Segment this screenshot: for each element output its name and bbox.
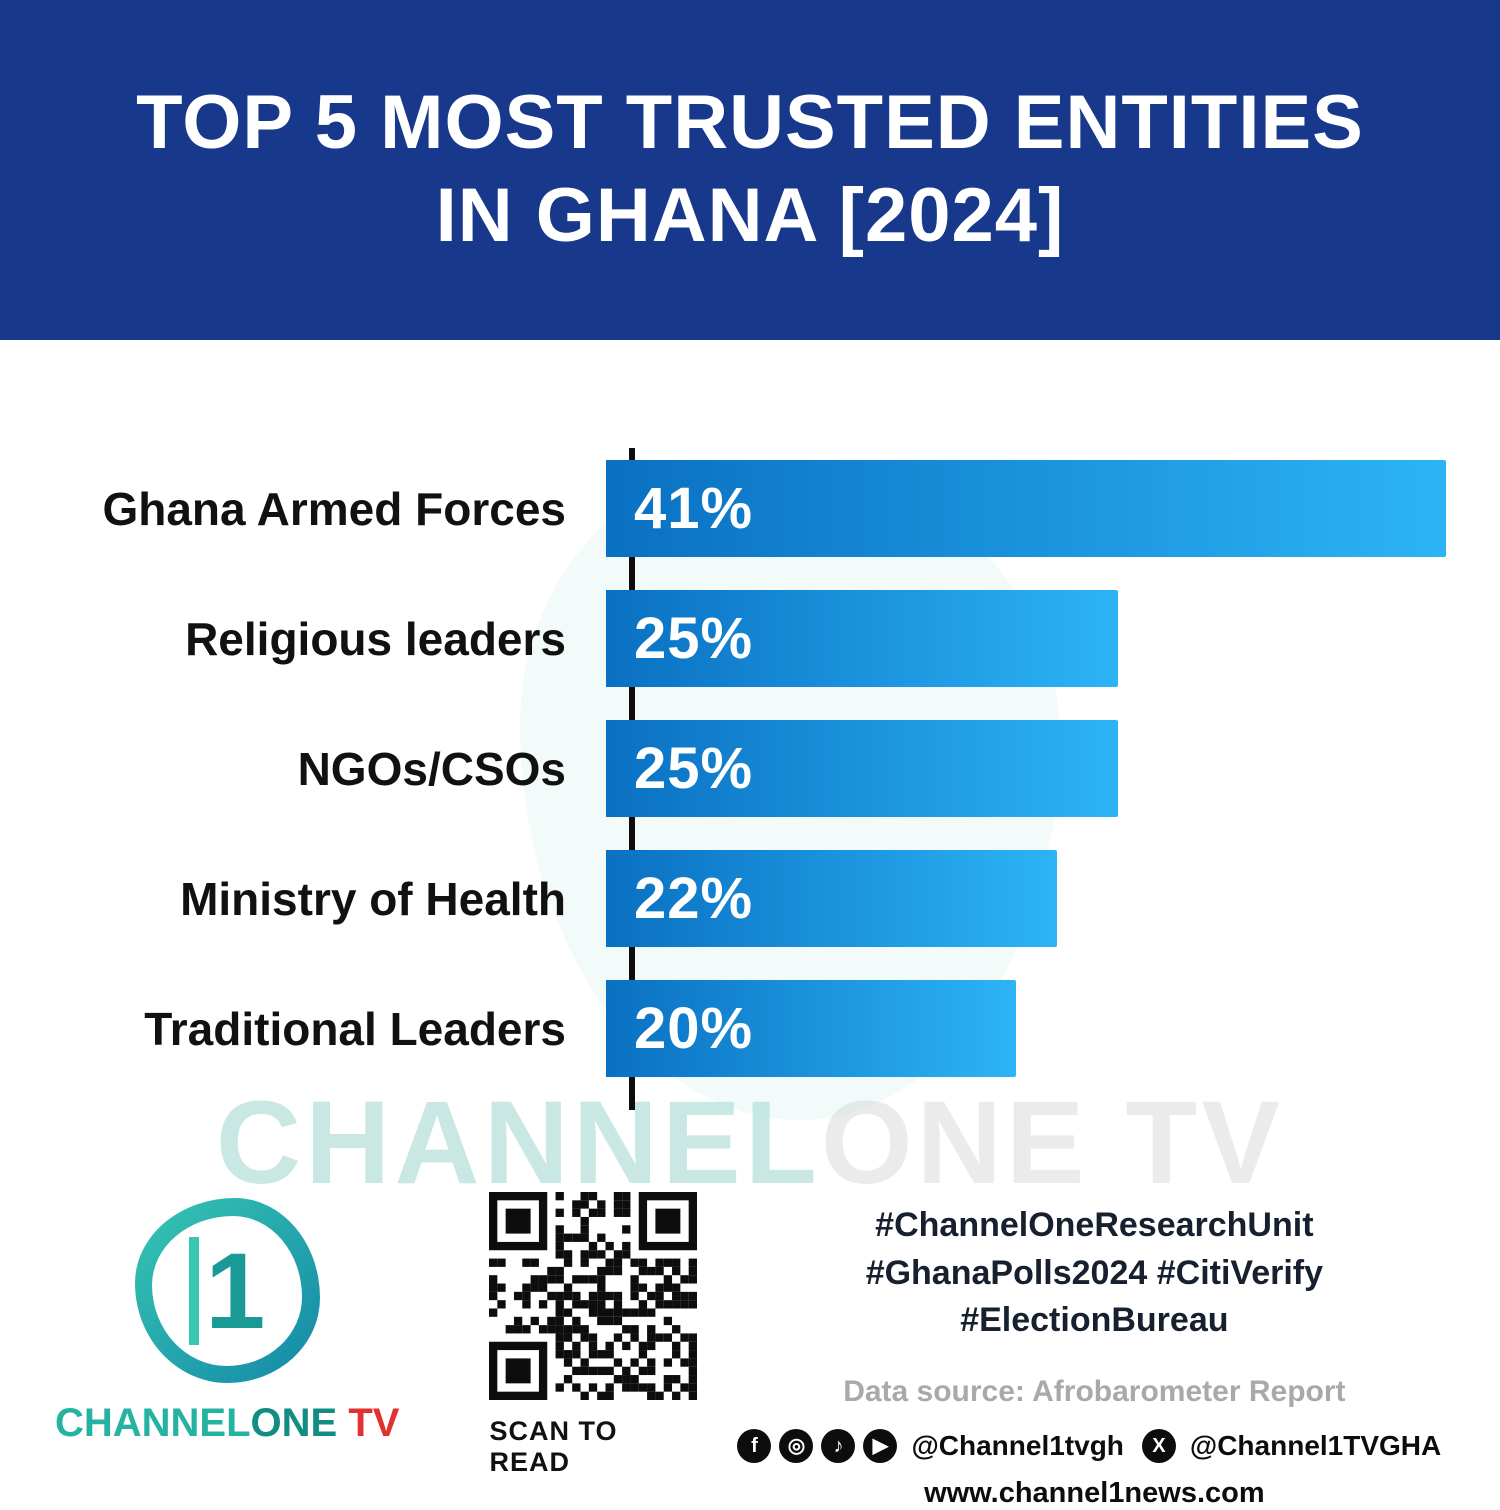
hashtag-line: #ElectionBureau <box>960 1301 1229 1340</box>
footer: 1 CHANNELONE TV SCAN TO READ #ChannelOne… <box>0 1192 1500 1510</box>
bar-fill: 25% <box>606 590 1119 687</box>
hashtag-line: #ChannelOneResearchUnit <box>875 1206 1314 1244</box>
page-title-line2: IN GHANA [2024] <box>435 173 1065 258</box>
page-title-line1: TOP 5 MOST TRUSTED ENTITIES <box>136 80 1364 166</box>
bar-row: NGOs/CSOs 25% <box>0 720 1500 817</box>
social-row: f ◎ ♪ ▶ @Channel1tvgh X @Channel1TVGHA <box>737 1428 1451 1463</box>
instagram-icon: ◎ <box>779 1428 814 1463</box>
channel-one-logo: 1 CHANNELONE TV <box>55 1192 399 1446</box>
bar-category-label: NGOs/CSOs <box>297 742 566 795</box>
bar-category-label: Religious leaders <box>185 612 566 665</box>
logo-one-glyph: 1 <box>189 1236 265 1345</box>
bar-track: 41% <box>606 460 1500 557</box>
logo-word-tv: TV <box>337 1401 400 1445</box>
bar-row: Ministry of Health 22% <box>0 850 1500 947</box>
social-handle-x: @Channel1TVGHA <box>1189 1429 1442 1461</box>
tiktok-icon: ♪ <box>821 1428 856 1463</box>
watermark-part2: ONE TV <box>820 1077 1285 1209</box>
bar-rows: Ghana Armed Forces 41% Religious leaders 25… <box>0 460 1500 1110</box>
youtube-icon: ▶ <box>863 1428 898 1463</box>
bar-category-label: Traditional Leaders <box>144 1002 566 1055</box>
bar-category-label: Ghana Armed Forces <box>102 482 566 535</box>
watermark-part1: CHANNEL <box>215 1077 821 1209</box>
bar-fill: 20% <box>606 980 1016 1077</box>
header-banner: TOP 5 MOST TRUSTED ENTITIES IN GHANA [20… <box>0 0 1500 340</box>
hashtags: #ChannelOneResearchUnit #GhanaPolls2024 … <box>737 1202 1451 1345</box>
logo-wordmark: CHANNELONE TV <box>55 1401 399 1446</box>
bar-row: Ghana Armed Forces 41% <box>0 460 1500 557</box>
bar-category-label: Ministry of Health <box>180 872 566 925</box>
footer-info: #ChannelOneResearchUnit #GhanaPolls2024 … <box>737 1192 1451 1510</box>
bar-fill: 41% <box>606 460 1447 557</box>
logo-word-one: ONE <box>250 1401 338 1445</box>
bar-row: Traditional Leaders 20% <box>0 980 1500 1077</box>
facebook-icon: f <box>737 1428 772 1463</box>
bar-track: 25% <box>606 720 1500 817</box>
logo-inner-shape: 1 <box>152 1215 303 1366</box>
bar-track: 20% <box>606 980 1500 1077</box>
qr-code <box>489 1192 698 1400</box>
bar-track: 22% <box>606 850 1500 947</box>
bar-value-label: 25% <box>634 736 754 801</box>
bar-value-label: 20% <box>634 996 754 1061</box>
channel-one-logo-icon: 1 <box>134 1198 320 1383</box>
bar-row: Religious leaders 25% <box>0 590 1500 687</box>
bar-value-label: 41% <box>634 476 754 541</box>
channel-one-watermark: CHANNELONE TV <box>0 1075 1500 1211</box>
bar-fill: 22% <box>606 850 1057 947</box>
hashtag-line: #GhanaPolls2024 #CitiVerify <box>865 1253 1324 1292</box>
social-handle-main: @Channel1tvgh <box>911 1429 1124 1461</box>
bar-fill: 25% <box>606 720 1119 817</box>
logo-word-channel: CHANNEL <box>55 1401 251 1445</box>
bar-value-label: 22% <box>634 866 754 931</box>
website-url: www.channel1news.com <box>924 1476 1265 1509</box>
x-icon: X <box>1141 1428 1176 1463</box>
data-source-text: Data source: Afrobarometer Report <box>843 1374 1346 1408</box>
bar-track: 25% <box>606 590 1500 687</box>
bar-chart: Ghana Armed Forces 41% Religious leaders 25… <box>0 340 1500 1130</box>
qr-caption: SCAN TO READ <box>489 1416 618 1477</box>
qr-section: SCAN TO READ <box>489 1192 698 1478</box>
bar-value-label: 25% <box>634 606 754 671</box>
